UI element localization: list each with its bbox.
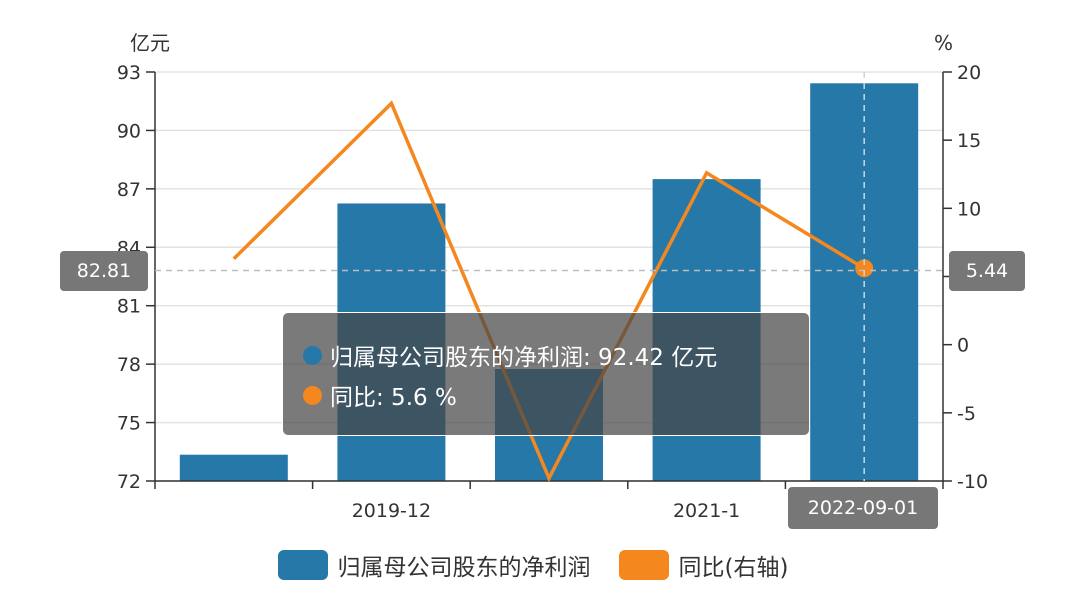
right-axis-tick-label: -5 bbox=[957, 403, 976, 425]
crosshair-right-value-label: 5.44 bbox=[949, 251, 1025, 291]
tooltip-yoy-text: 同比: 5.6 % bbox=[330, 385, 457, 411]
legend-line-swatch-icon bbox=[618, 550, 669, 580]
legend-item-yoy[interactable]: 同比(右轴) bbox=[618, 548, 789, 582]
tooltip-row-net-profit: 归属母公司股东的净利润: 92.42 亿元 bbox=[303, 335, 789, 375]
crosshair-left-value-label: 82.81 bbox=[60, 251, 148, 291]
right-axis-tick-label: 20 bbox=[957, 62, 981, 84]
yoy-line bbox=[232, 100, 866, 483]
left-axis-tick-label: 78 bbox=[117, 354, 141, 376]
right-axis-tick-label: 10 bbox=[957, 198, 981, 220]
left-axis-tick-label: 93 bbox=[117, 62, 141, 84]
crosshair bbox=[155, 72, 943, 481]
line-series bbox=[232, 100, 874, 483]
legend-yoy-label: 同比(右轴) bbox=[678, 555, 789, 581]
left-axis-unit: 亿元 bbox=[130, 31, 170, 55]
tooltip-net-profit-text: 归属母公司股东的净利润: 92.42 亿元 bbox=[330, 345, 718, 371]
legend: 归属母公司股东的净利润 同比(右轴) bbox=[0, 540, 1066, 590]
right-axis-tick-label: 15 bbox=[957, 130, 981, 152]
left-axis-tick-label: 72 bbox=[117, 471, 141, 493]
left-axis-tick-label: 75 bbox=[117, 413, 141, 435]
bar[interactable] bbox=[179, 454, 288, 481]
legend-net-profit-label: 归属母公司股东的净利润 bbox=[337, 555, 591, 581]
x-axis-tick-label: 2021-1 bbox=[673, 500, 740, 522]
left-axis-tick-label: 87 bbox=[117, 179, 141, 201]
chart-canvas: 7275788184879093-10-5051015202019-122021… bbox=[117, 31, 988, 522]
yoy-dot-icon bbox=[303, 385, 322, 405]
net-profit-dot-icon bbox=[303, 345, 322, 365]
axes: 7275788184879093-10-5051015202019-122021… bbox=[117, 62, 988, 522]
right-axis-tick-label: 0 bbox=[957, 335, 969, 357]
left-axis-tick-label: 81 bbox=[117, 296, 141, 318]
left-axis-tick-label: 90 bbox=[117, 120, 141, 142]
legend-item-net-profit[interactable]: 归属母公司股东的净利润 bbox=[277, 548, 591, 582]
tooltip: 归属母公司股东的净利润: 92.42 亿元 同比: 5.6 % bbox=[282, 312, 810, 436]
right-axis-unit: % bbox=[934, 31, 953, 55]
tooltip-row-yoy: 同比: 5.6 % bbox=[303, 375, 789, 415]
legend-bar-swatch-icon bbox=[277, 550, 328, 580]
x-axis-tick-label: 2019-12 bbox=[352, 500, 431, 522]
line-point[interactable] bbox=[855, 259, 874, 278]
crosshair-x-label: 2022-09-01 bbox=[788, 487, 938, 529]
right-axis-tick-label: -10 bbox=[957, 471, 988, 493]
